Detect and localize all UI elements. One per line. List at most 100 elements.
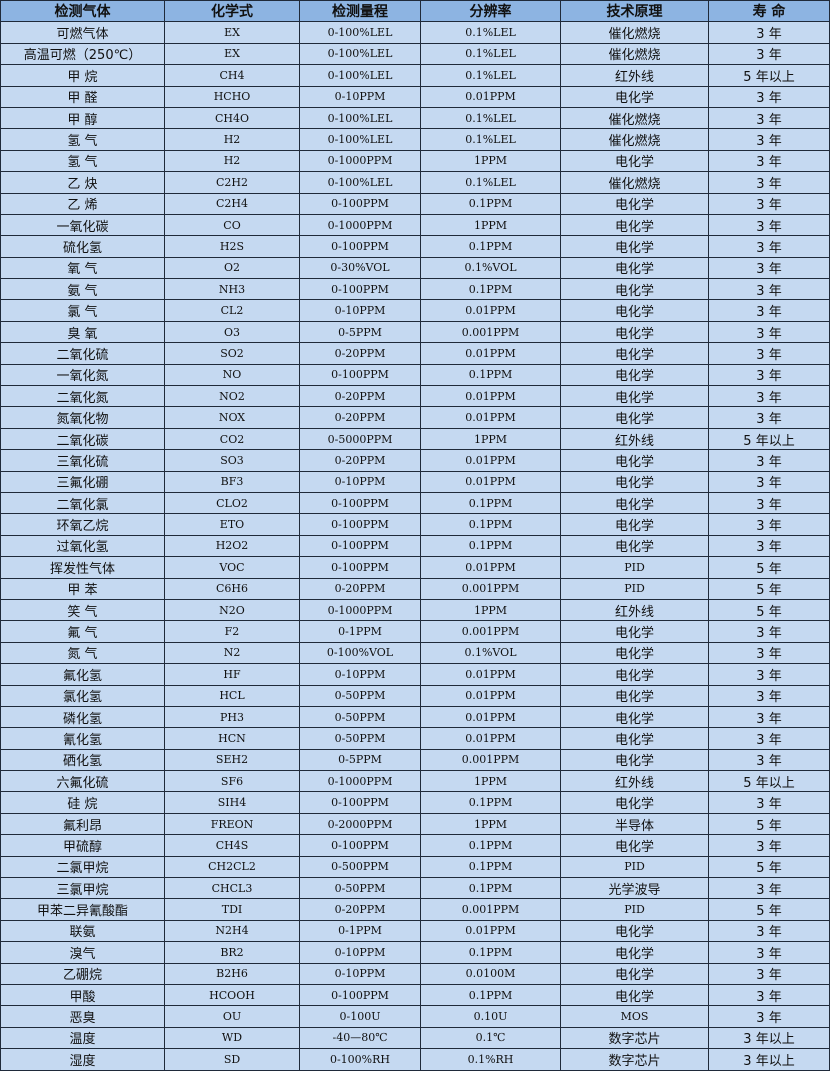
- range-cell: 0-5000PPM: [299, 427, 421, 451]
- table-row: 恶臭 OU 0-100U 0.10U MOS 3 年: [0, 1005, 830, 1028]
- lifetime-cell: 3 年: [708, 385, 830, 408]
- principle-cell: 电化学: [560, 256, 709, 280]
- lifetime-cell: 3 年: [708, 106, 830, 130]
- table-row: 甲苯二异氰酸酯 TDI 0-20PPM 0.001PPM PID 5 年: [0, 898, 830, 921]
- formula-cell: HCL: [164, 684, 300, 707]
- resolution-cell: 0.1%LEL: [420, 21, 561, 44]
- range-cell: 0-100%RH: [299, 1048, 421, 1071]
- range-cell: 0-1PPM: [299, 620, 421, 643]
- gas-cell: 氨 气: [0, 278, 165, 301]
- table-row: 磷化氢 PH3 0-50PPM 0.01PPM 电化学 3 年: [0, 705, 830, 729]
- principle-cell: 红外线: [560, 770, 709, 793]
- resolution-cell: 0.1PPM: [420, 983, 561, 1007]
- resolution-cell: 0.01PPM: [420, 556, 561, 579]
- principle-cell: PID: [560, 577, 709, 600]
- formula-cell: NO2: [164, 385, 300, 408]
- range-cell: 0-100PPM: [299, 791, 421, 814]
- table-row: 氰化氢 HCN 0-50PPM 0.01PPM 电化学 3 年: [0, 727, 830, 750]
- lifetime-cell: 3 年: [708, 406, 830, 429]
- formula-cell: HCHO: [164, 85, 300, 108]
- principle-cell: 电化学: [560, 342, 709, 365]
- range-cell: 0-10PPM: [299, 470, 421, 493]
- gas-cell: 乙 炔: [0, 171, 165, 194]
- resolution-cell: 1PPM: [420, 812, 561, 836]
- lifetime-cell: 3 年: [708, 534, 830, 558]
- table-row: 二氧化氯 CLO2 0-100PPM 0.1PPM 电化学 3 年: [0, 491, 830, 515]
- resolution-cell: 0.01PPM: [420, 449, 561, 472]
- lifetime-cell: 3 年以上: [708, 1026, 830, 1050]
- resolution-cell: 0.01PPM: [420, 299, 561, 322]
- lifetime-cell: 5 年: [708, 556, 830, 579]
- range-cell: 0-10PPM: [299, 85, 421, 108]
- table-row: 甲 醇 CH4O 0-100%LEL 0.1%LEL 催化燃烧 3 年: [0, 106, 830, 130]
- resolution-cell: 0.01PPM: [420, 663, 561, 686]
- formula-cell: N2O: [164, 598, 300, 622]
- principle-cell: 电化学: [560, 192, 709, 215]
- gas-cell: 三氯甲烷: [0, 877, 165, 900]
- formula-cell: SEH2: [164, 748, 300, 772]
- lifetime-cell: 3 年: [708, 85, 830, 108]
- range-cell: 0-100PPM: [299, 363, 421, 387]
- range-cell: 0-1000PPM: [299, 598, 421, 622]
- principle-cell: 催化燃烧: [560, 21, 709, 44]
- header-formula: 化学式: [164, 0, 300, 23]
- header-row: 检测气体 化学式 检测量程 分辨率 技术原理 寿 命: [0, 0, 830, 23]
- lifetime-cell: 5 年: [708, 855, 830, 879]
- lifetime-cell: 3 年: [708, 342, 830, 365]
- formula-cell: F2: [164, 620, 300, 643]
- resolution-cell: 0.001PPM: [420, 577, 561, 600]
- table-row: 乙 炔 C2H2 0-100%LEL 0.1%LEL 催化燃烧 3 年: [0, 171, 830, 194]
- range-cell: 0-1PPM: [299, 919, 421, 943]
- table-row: 臭 氧 O3 0-5PPM 0.001PPM 电化学 3 年: [0, 320, 830, 344]
- gas-cell: 硅 烷: [0, 791, 165, 814]
- formula-cell: H2: [164, 149, 300, 173]
- gas-cell: 氢 气: [0, 128, 165, 151]
- formula-cell: HCN: [164, 727, 300, 750]
- range-cell: 0-10PPM: [299, 962, 421, 985]
- formula-cell: CH2CL2: [164, 855, 300, 879]
- gas-cell: 湿度: [0, 1048, 165, 1071]
- range-cell: 0-20PPM: [299, 342, 421, 365]
- resolution-cell: 0.01PPM: [420, 684, 561, 707]
- table-row: 氟化氢 HF 0-10PPM 0.01PPM 电化学 3 年: [0, 663, 830, 686]
- principle-cell: PID: [560, 556, 709, 579]
- resolution-cell: 0.1PPM: [420, 877, 561, 900]
- resolution-cell: 0.001PPM: [420, 320, 561, 344]
- formula-cell: SF6: [164, 770, 300, 793]
- gas-cell: 氯化氢: [0, 684, 165, 707]
- principle-cell: 催化燃烧: [560, 171, 709, 194]
- principle-cell: 催化燃烧: [560, 128, 709, 151]
- range-cell: 0-5PPM: [299, 320, 421, 344]
- principle-cell: 电化学: [560, 320, 709, 344]
- principle-cell: 电化学: [560, 149, 709, 173]
- lifetime-cell: 3 年: [708, 748, 830, 772]
- table-row: 二氧化硫 SO2 0-20PPM 0.01PPM 电化学 3 年: [0, 342, 830, 365]
- gas-cell: 二氧化氯: [0, 491, 165, 515]
- formula-cell: NO: [164, 363, 300, 387]
- range-cell: -40—80℃: [299, 1026, 421, 1050]
- lifetime-cell: 3 年: [708, 663, 830, 686]
- principle-cell: 电化学: [560, 641, 709, 665]
- range-cell: 0-1000PPM: [299, 770, 421, 793]
- gas-cell: 甲酸: [0, 983, 165, 1007]
- resolution-cell: 0.10U: [420, 1005, 561, 1028]
- lifetime-cell: 5 年: [708, 577, 830, 600]
- lifetime-cell: 5 年: [708, 898, 830, 921]
- resolution-cell: 0.1PPM: [420, 534, 561, 558]
- lifetime-cell: 3 年: [708, 641, 830, 665]
- gas-cell: 甲 烷: [0, 64, 165, 87]
- range-cell: 0-100%LEL: [299, 128, 421, 151]
- principle-cell: 电化学: [560, 834, 709, 857]
- lifetime-cell: 3 年: [708, 983, 830, 1007]
- resolution-cell: 0.0100M: [420, 962, 561, 985]
- gas-cell: 恶臭: [0, 1005, 165, 1028]
- resolution-cell: 0.1%VOL: [420, 256, 561, 280]
- lifetime-cell: 3 年: [708, 620, 830, 643]
- formula-cell: FREON: [164, 812, 300, 836]
- range-cell: 0-50PPM: [299, 727, 421, 750]
- principle-cell: 电化学: [560, 449, 709, 472]
- lifetime-cell: 3 年: [708, 171, 830, 194]
- principle-cell: 电化学: [560, 363, 709, 387]
- table-row: 氟 气 F2 0-1PPM 0.001PPM 电化学 3 年: [0, 620, 830, 643]
- resolution-cell: 0.01PPM: [420, 727, 561, 750]
